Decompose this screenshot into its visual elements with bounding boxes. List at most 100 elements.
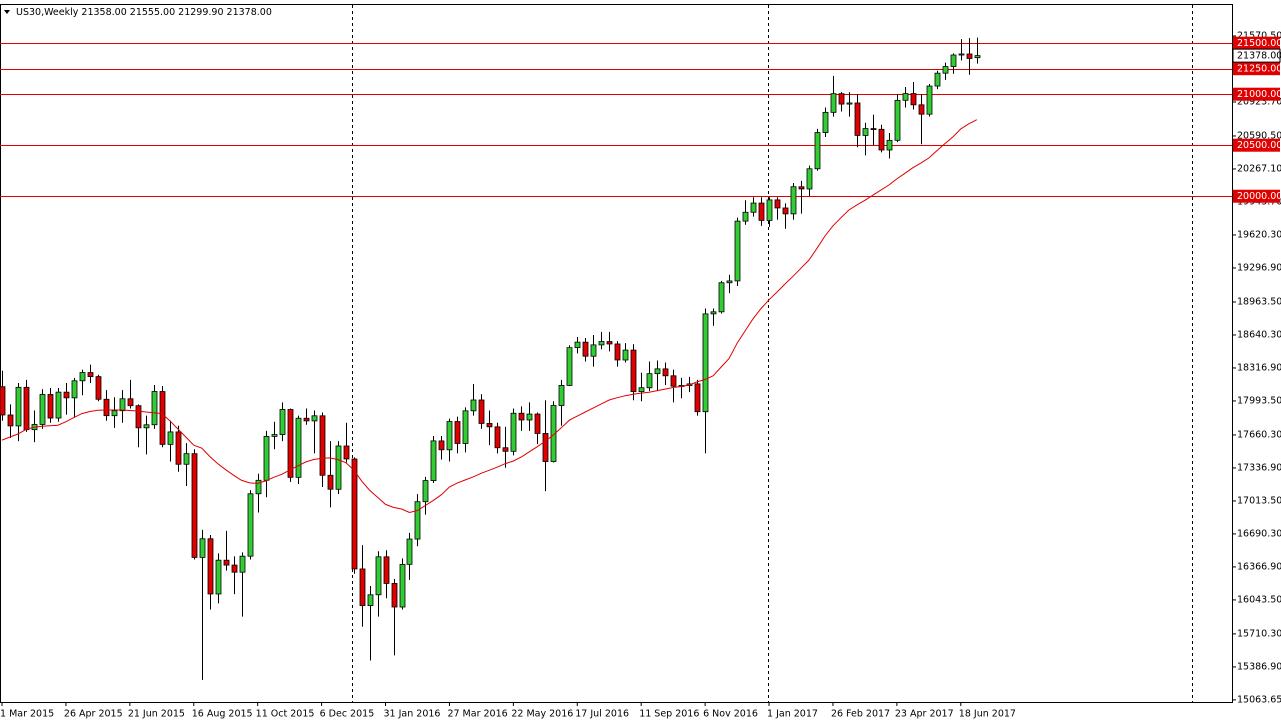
candle-body	[662, 368, 669, 377]
candle-body	[846, 102, 853, 105]
candle-body	[774, 199, 781, 209]
x-tick-label: 21 Jun 2015	[128, 709, 185, 720]
candle-body	[766, 199, 773, 221]
candle-body	[295, 417, 302, 478]
candle-body	[478, 399, 485, 424]
candle-body	[111, 410, 118, 417]
candle-body	[710, 311, 717, 315]
y-tick-label: 16690.30	[1237, 528, 1281, 539]
moving-average	[1, 119, 978, 514]
level-label: 21000.00	[1237, 89, 1281, 100]
candle-body	[23, 386, 30, 431]
candle-body	[247, 493, 254, 557]
candle-body	[526, 413, 533, 421]
level-label: 20000.00	[1237, 191, 1281, 202]
plot-frame	[0, 4, 1233, 703]
candle-body	[406, 538, 413, 565]
candle-body	[351, 458, 358, 570]
level-label-box	[1233, 36, 1280, 50]
candle-body	[726, 280, 733, 284]
candle-body	[574, 341, 581, 349]
candle-body	[494, 426, 501, 449]
candle-body	[694, 383, 701, 413]
candle-body	[870, 128, 877, 130]
candle-body	[319, 415, 326, 476]
candle-body	[335, 445, 342, 490]
x-tick-label: 23 Apr 2017	[895, 709, 954, 720]
y-tick-label: 17660.30	[1237, 429, 1281, 440]
level-label: 21250.00	[1237, 64, 1281, 75]
level-label: 21500.00	[1237, 38, 1281, 49]
candle-body	[934, 72, 941, 87]
candle-body	[950, 54, 957, 67]
candle-body	[918, 104, 925, 115]
candle-body	[167, 431, 174, 445]
candle-body	[878, 128, 885, 151]
candle-body	[207, 538, 214, 595]
candle-body	[151, 391, 158, 426]
x-tick-label: 6 Nov 2016	[703, 709, 758, 720]
y-tick-label: 18316.90	[1237, 362, 1281, 373]
ohlc-label: 21378.00	[227, 7, 272, 18]
candle-body	[127, 398, 134, 407]
current-price-label: 21378.00	[1237, 51, 1281, 62]
candle-body	[734, 220, 741, 282]
x-tick-label: 11 Sep 2016	[639, 709, 699, 720]
candle-body	[359, 568, 366, 606]
x-tick-label: 18 Jun 2017	[959, 709, 1016, 720]
candle-body	[718, 282, 725, 313]
candle-body	[638, 387, 645, 393]
candle-body	[966, 53, 973, 59]
x-tick-label: 26 Feb 2017	[831, 709, 890, 720]
candle-body	[223, 559, 230, 566]
candle-body	[71, 380, 78, 399]
candle-body	[303, 417, 310, 422]
candle-body	[143, 424, 150, 429]
candle-body	[542, 433, 549, 462]
candle-body	[790, 186, 797, 215]
candle-body	[590, 344, 597, 357]
x-tick-label: 11 Oct 2015	[256, 709, 315, 720]
level-label-box	[1233, 138, 1280, 152]
candle-body	[550, 405, 557, 462]
candle-body	[383, 556, 390, 584]
level-label: 20500.00	[1237, 140, 1281, 151]
candle-body	[486, 423, 493, 428]
current-price-box	[1232, 48, 1281, 63]
candle-body	[279, 409, 286, 435]
y-tick-label: 18963.50	[1237, 296, 1281, 307]
y-tick-label: 17336.90	[1237, 462, 1281, 473]
candle-body	[534, 413, 541, 434]
candle-body	[622, 349, 629, 361]
candle-body	[822, 111, 829, 133]
y-tick-label: 19620.30	[1237, 229, 1281, 240]
y-tick-label: 15710.30	[1237, 628, 1281, 639]
y-tick-label: 19296.90	[1237, 262, 1281, 273]
candle-body	[830, 93, 837, 113]
candle-body	[175, 431, 182, 465]
candle-body	[263, 436, 270, 481]
candle-body	[606, 341, 613, 345]
candle-body	[55, 391, 62, 419]
candle-body	[670, 375, 677, 387]
candle-body	[287, 409, 294, 478]
x-tick-label: 26 Apr 2015	[64, 709, 123, 720]
x-tick-label: 22 May 2016	[511, 709, 573, 720]
menu-triangle	[4, 10, 10, 14]
candle-body	[806, 168, 813, 190]
candle-body	[191, 453, 198, 558]
candle-body	[199, 538, 206, 558]
level-label-box	[1233, 87, 1280, 101]
candle-body	[502, 447, 509, 452]
candle-body	[614, 343, 621, 361]
candle-body	[159, 391, 166, 445]
x-tick-label: 16 Aug 2015	[192, 709, 253, 720]
chart-title: US30,Weekly	[16, 7, 79, 18]
candle-body	[391, 583, 398, 608]
candle-body	[422, 480, 429, 503]
candle-body	[646, 373, 653, 389]
y-tick-label: 21570.50	[1237, 30, 1281, 41]
candle-body	[87, 372, 94, 378]
ohlc-label: 21299.90	[178, 7, 223, 18]
